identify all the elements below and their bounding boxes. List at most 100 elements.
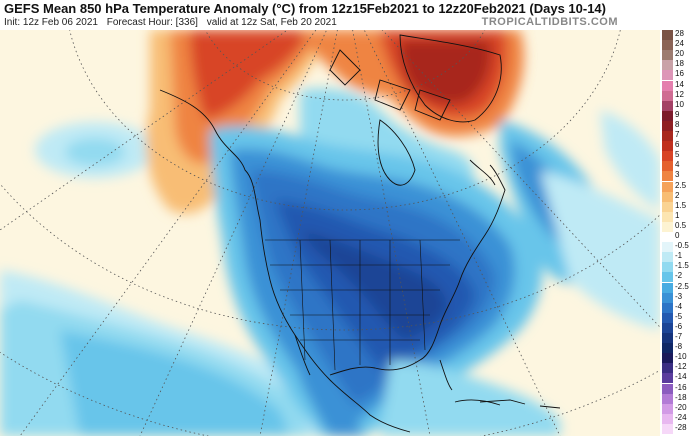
scale-entry: 9 xyxy=(662,110,700,121)
scale-entry: -5 xyxy=(662,311,700,323)
scale-label: -12 xyxy=(675,362,687,372)
scale-label: 0 xyxy=(675,231,680,240)
scale-label: -2.5 xyxy=(675,281,689,291)
forecast-hour: Forecast Hour: [336] xyxy=(106,17,198,28)
scale-swatch xyxy=(662,80,673,91)
scale-entry: -7 xyxy=(662,332,700,344)
scale-entry: -8 xyxy=(662,342,700,354)
scale-swatch xyxy=(662,110,673,121)
scale-entry: 7 xyxy=(662,130,700,142)
scale-swatch xyxy=(662,70,673,81)
scale-entry: -10 xyxy=(662,352,700,364)
scale-label: 10 xyxy=(675,99,684,109)
scale-entry: 0 xyxy=(662,231,700,243)
scale-entry: 5 xyxy=(662,150,700,162)
scale-entry: -3 xyxy=(662,292,700,303)
scale-swatch xyxy=(662,312,673,323)
header: GEFS Mean 850 hPa Temperature Anomaly (°… xyxy=(0,0,660,30)
scale-swatch xyxy=(662,343,673,354)
brand-watermark: TROPICALTIDBITS.COM xyxy=(481,16,618,28)
scale-swatch xyxy=(662,282,673,293)
scale-swatch xyxy=(662,252,673,263)
valid-time: valid at 12z Sat, Feb 20 2021 xyxy=(206,17,337,28)
scale-swatch xyxy=(662,353,673,364)
scale-entry: 28 xyxy=(662,29,700,41)
scale-label: -10 xyxy=(675,352,687,362)
scale-swatch xyxy=(662,272,673,283)
scale-label: -5 xyxy=(675,311,683,321)
init-time: Init: 12z Feb 06 2021 xyxy=(4,17,98,28)
scale-label: 12 xyxy=(675,89,684,99)
scale-entry: 14 xyxy=(662,79,700,91)
scale-label: -18 xyxy=(675,392,687,402)
scale-label: 24 xyxy=(675,39,684,49)
scale-entry: 3 xyxy=(662,170,700,182)
scale-entry: -14 xyxy=(662,372,700,384)
scale-swatch xyxy=(662,100,673,111)
scale-label: -0.5 xyxy=(675,241,689,251)
scale-swatch xyxy=(662,232,673,243)
scale-label: 14 xyxy=(675,79,684,89)
scale-label: 2 xyxy=(675,190,680,200)
scale-label: -1.5 xyxy=(675,261,689,271)
scale-entry: 10 xyxy=(662,99,700,111)
scale-entry: -16 xyxy=(662,383,700,394)
map-subtitle: Init: 12z Feb 06 2021 Forecast Hour: [33… xyxy=(4,17,343,28)
scale-swatch xyxy=(662,393,673,404)
scale-swatch xyxy=(662,242,673,253)
anomaly-map xyxy=(0,30,660,436)
scale-label: -8 xyxy=(675,342,683,352)
scale-swatch xyxy=(662,363,673,374)
map-canvas xyxy=(0,30,660,436)
scale-swatch xyxy=(662,201,673,212)
scale-swatch xyxy=(662,171,673,182)
scale-entry: 18 xyxy=(662,59,700,71)
scale-label: -24 xyxy=(675,412,687,422)
scale-swatch xyxy=(662,161,673,172)
scale-swatch xyxy=(662,322,673,333)
scale-label: 16 xyxy=(675,69,684,79)
scale-entry: -24 xyxy=(662,412,700,424)
scale-entry: -2 xyxy=(662,271,700,283)
coastlines xyxy=(159,34,561,433)
scale-entry: -1.5 xyxy=(662,261,700,273)
scale-label: 3 xyxy=(675,170,680,180)
scale-swatch xyxy=(662,151,673,162)
scale-entry: -1 xyxy=(662,251,700,263)
scale-swatch xyxy=(662,120,673,131)
scale-entry: 4 xyxy=(662,160,700,172)
scale-label: 4 xyxy=(675,160,680,170)
scale-swatch xyxy=(662,413,673,424)
scale-swatch xyxy=(662,40,673,51)
scale-entry: 6 xyxy=(662,140,700,152)
scale-label: -4 xyxy=(675,301,683,311)
scale-entry: -20 xyxy=(662,403,700,414)
scale-swatch xyxy=(662,191,673,202)
scale-entry: 0.5 xyxy=(662,221,700,232)
scale-swatch xyxy=(662,333,673,344)
scale-label: -7 xyxy=(675,332,683,341)
graticule xyxy=(0,30,660,436)
scale-label: 28 xyxy=(675,29,684,38)
scale-label: 8 xyxy=(675,119,680,129)
scale-label: -2 xyxy=(675,271,683,281)
scale-label: 6 xyxy=(675,140,680,150)
map-title: GEFS Mean 850 hPa Temperature Anomaly (°… xyxy=(4,1,606,16)
scale-swatch xyxy=(662,131,673,142)
scale-swatch xyxy=(662,90,673,101)
scale-label: 2.5 xyxy=(675,180,687,190)
scale-entry: -0.5 xyxy=(662,241,700,253)
scale-label: 1 xyxy=(675,210,680,220)
scale-entry: 12 xyxy=(662,89,700,101)
state-borders xyxy=(265,239,460,371)
scale-label: 5 xyxy=(675,150,680,160)
color-scale-legend: 28 24 20 18 16 14 12 10 9 8 7 6 5 4 3 2.5 2 1.5 1 0.5 0 -0.5-… xyxy=(662,29,700,436)
scale-entry: -28 xyxy=(662,423,700,434)
scale-entry: -4 xyxy=(662,301,700,313)
scale-entry: 2 xyxy=(662,190,700,202)
scale-entry: 2.5 xyxy=(662,180,700,192)
scale-entry: -18 xyxy=(662,392,700,404)
scale-label: 18 xyxy=(675,59,684,69)
scale-entry: 8 xyxy=(662,119,700,131)
scale-label: 20 xyxy=(675,49,684,59)
